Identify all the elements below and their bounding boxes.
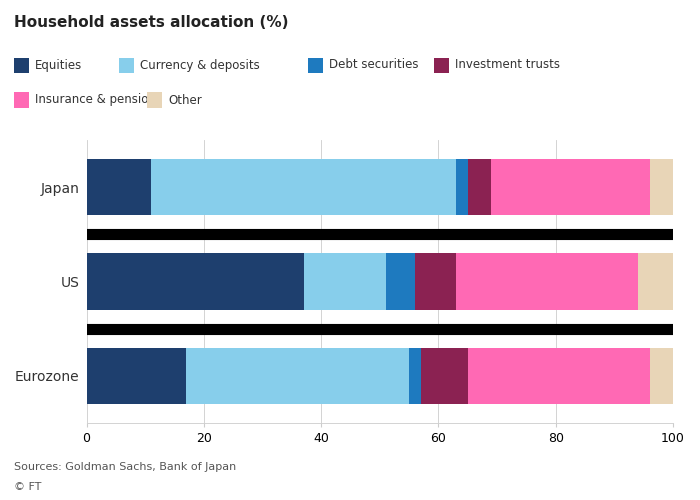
Bar [421, 348, 468, 404]
Text: Insurance & pensions: Insurance & pensions [35, 94, 162, 106]
Bar [87, 253, 304, 310]
Bar [456, 159, 468, 216]
Bar [304, 253, 386, 310]
Text: Investment trusts: Investment trusts [455, 58, 560, 71]
Text: Equities: Equities [35, 58, 83, 71]
Bar [386, 253, 415, 310]
Bar [468, 348, 650, 404]
Text: Debt securities: Debt securities [329, 58, 419, 71]
Bar [638, 253, 673, 310]
Text: Sources: Goldman Sachs, Bank of Japan: Sources: Goldman Sachs, Bank of Japan [14, 462, 237, 472]
Bar [186, 348, 409, 404]
Bar [491, 159, 650, 216]
Bar [409, 348, 421, 404]
Text: © FT: © FT [14, 482, 41, 492]
Bar [87, 159, 151, 216]
Bar [151, 159, 456, 216]
Text: Household assets allocation (%): Household assets allocation (%) [14, 15, 288, 30]
Bar [456, 253, 638, 310]
Text: Other: Other [168, 94, 202, 106]
Bar [650, 348, 673, 404]
Bar [468, 159, 491, 216]
Bar [650, 159, 673, 216]
Bar [415, 253, 456, 310]
Text: Currency & deposits: Currency & deposits [140, 58, 260, 71]
Bar [87, 348, 186, 404]
